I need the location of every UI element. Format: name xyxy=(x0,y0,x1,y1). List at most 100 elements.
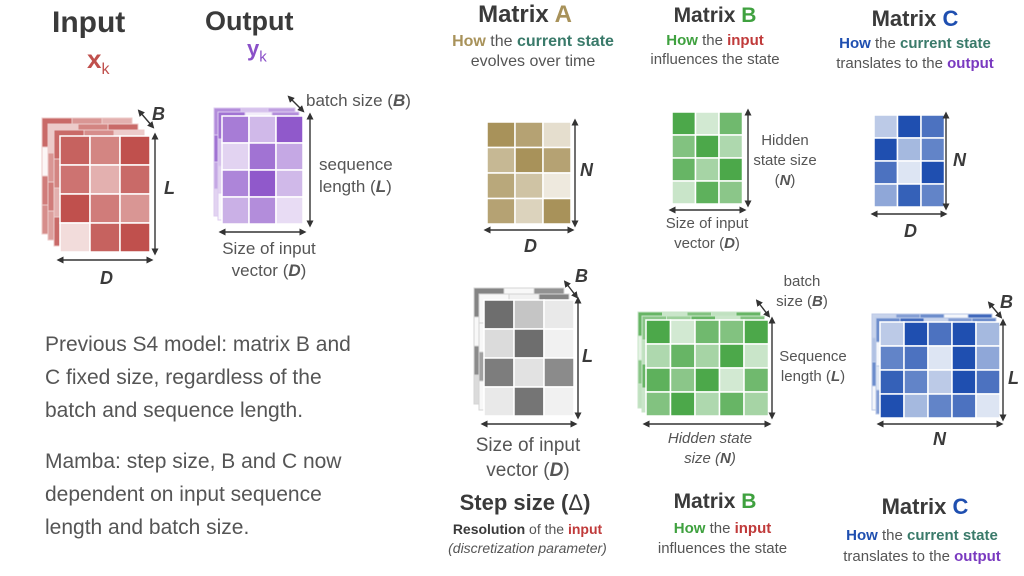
matrix-c-bottom-dim-l: L xyxy=(1008,368,1019,388)
grid-cell xyxy=(743,391,770,417)
grid-cell xyxy=(951,345,977,371)
grid-cell xyxy=(248,142,277,171)
grid-cell xyxy=(927,345,953,371)
grid-cell xyxy=(951,393,977,419)
grid-cell xyxy=(879,345,905,371)
grid-cell xyxy=(951,369,977,395)
input-tensor-grid xyxy=(41,117,151,253)
matrix-c-bottom-tensor-grid xyxy=(871,313,1001,419)
grid-cell xyxy=(920,114,946,139)
matrix-c-bottom-dim-b: B xyxy=(1000,292,1013,312)
grid-cell xyxy=(718,111,744,136)
matrix-b-bottom-title: Matrix B xyxy=(673,490,757,513)
grid-cell xyxy=(927,393,953,419)
grid-cell xyxy=(513,357,545,388)
grid-cell xyxy=(59,193,91,224)
grid-cell xyxy=(645,367,672,393)
grid-cell xyxy=(879,369,905,395)
matrix-b-bottom-arrow-b xyxy=(755,299,771,318)
grid-cell xyxy=(89,193,121,224)
grid-cell xyxy=(483,328,515,359)
output-arrow-b xyxy=(287,95,305,113)
grid-cell xyxy=(879,321,905,347)
step-size-title: Step size (Δ) xyxy=(459,490,591,515)
grid-cell xyxy=(694,157,720,182)
grid-cell xyxy=(59,222,91,253)
grid-cell xyxy=(542,146,572,174)
output-symbol: yk xyxy=(247,36,267,66)
grid-cell xyxy=(483,386,515,417)
matrix-a-dim-n: N xyxy=(580,160,593,180)
grid-cell xyxy=(896,183,922,208)
grid-cell xyxy=(920,160,946,185)
matrix-a-dim-d: D xyxy=(524,236,537,256)
grid-cell xyxy=(483,357,515,388)
grid-cell xyxy=(669,319,696,345)
grid-cell xyxy=(119,222,151,253)
grid-cell xyxy=(671,134,697,159)
matrix-c-bottom-arrow-b xyxy=(987,301,1003,319)
grid-cell xyxy=(221,142,250,171)
matrix-c-top-dim-n: N xyxy=(953,150,966,170)
grid-cell xyxy=(119,135,151,166)
grid-cell xyxy=(514,172,544,200)
grid-cell xyxy=(486,172,516,200)
grid-cell xyxy=(873,160,899,185)
grid-cell xyxy=(275,115,304,144)
matrix-c-bottom-dim-n: N xyxy=(933,429,946,449)
grid-cell xyxy=(671,111,697,136)
grid-cell xyxy=(975,369,1001,395)
grid-cell xyxy=(975,393,1001,419)
matrix-c-bottom-title: Matrix C xyxy=(881,494,969,519)
grid-cell xyxy=(718,343,745,369)
matrix-a-title: Matrix A xyxy=(478,1,572,28)
grid-cell xyxy=(718,180,744,205)
output-input-size-label: Size of input vector (D) xyxy=(222,239,316,280)
matrix-b-top-input-size-label: Size of input vector (D) xyxy=(665,215,749,252)
output-tensor-grid xyxy=(213,107,304,225)
grid-cell xyxy=(694,343,721,369)
grid-cell xyxy=(927,321,953,347)
grid-cell xyxy=(903,345,929,371)
grid-cell xyxy=(920,137,946,162)
grid-cell xyxy=(543,357,575,388)
grid-cell xyxy=(486,197,516,225)
grid-cell xyxy=(514,146,544,174)
matrix-b-top-grid xyxy=(671,111,744,205)
input-dim-d: D xyxy=(100,268,113,288)
input-dim-b: B xyxy=(152,104,165,124)
grid-cell xyxy=(873,183,899,208)
mamba-note: Mamba: step size, B and C now dependent … xyxy=(45,450,342,539)
step-input-size-label: Size of input vector (D) xyxy=(475,435,581,481)
step-size-description: Resolution of the input (discretization … xyxy=(448,521,607,556)
grid-cell xyxy=(718,367,745,393)
grid-cell xyxy=(275,169,304,198)
grid-cell xyxy=(514,121,544,149)
grid-cell xyxy=(694,180,720,205)
grid-cell xyxy=(221,115,250,144)
grid-cell xyxy=(743,367,770,393)
step-size-tensor-grid xyxy=(473,287,575,417)
grid-cell xyxy=(920,183,946,208)
grid-cell xyxy=(896,160,922,185)
grid-cell xyxy=(718,157,744,182)
s4-note: Previous S4 model: matrix B and C fixed … xyxy=(45,333,351,422)
grid-cell xyxy=(718,391,745,417)
grid-cell xyxy=(248,169,277,198)
grid-cell xyxy=(669,343,696,369)
grid-cell xyxy=(879,393,905,419)
matrix-c-bottom-description: How the current state translates to the … xyxy=(843,527,1001,565)
matrix-b-top-title: Matrix B xyxy=(673,4,757,27)
matrix-b-top-description: How the input influences the state xyxy=(650,32,780,68)
grid-cell xyxy=(513,299,545,330)
output-title: Output xyxy=(205,6,294,36)
grid-cell xyxy=(669,367,696,393)
grid-cell xyxy=(975,345,1001,371)
grid-cell xyxy=(59,164,91,195)
grid-cell xyxy=(694,391,721,417)
grid-cell xyxy=(221,196,250,225)
matrix-b-bottom-hidden-label: Hidden state size (N) xyxy=(667,430,753,467)
grid-cell xyxy=(743,319,770,345)
matrix-b-bottom-description: How the input influences the state xyxy=(657,520,788,557)
grid-cell xyxy=(718,319,745,345)
